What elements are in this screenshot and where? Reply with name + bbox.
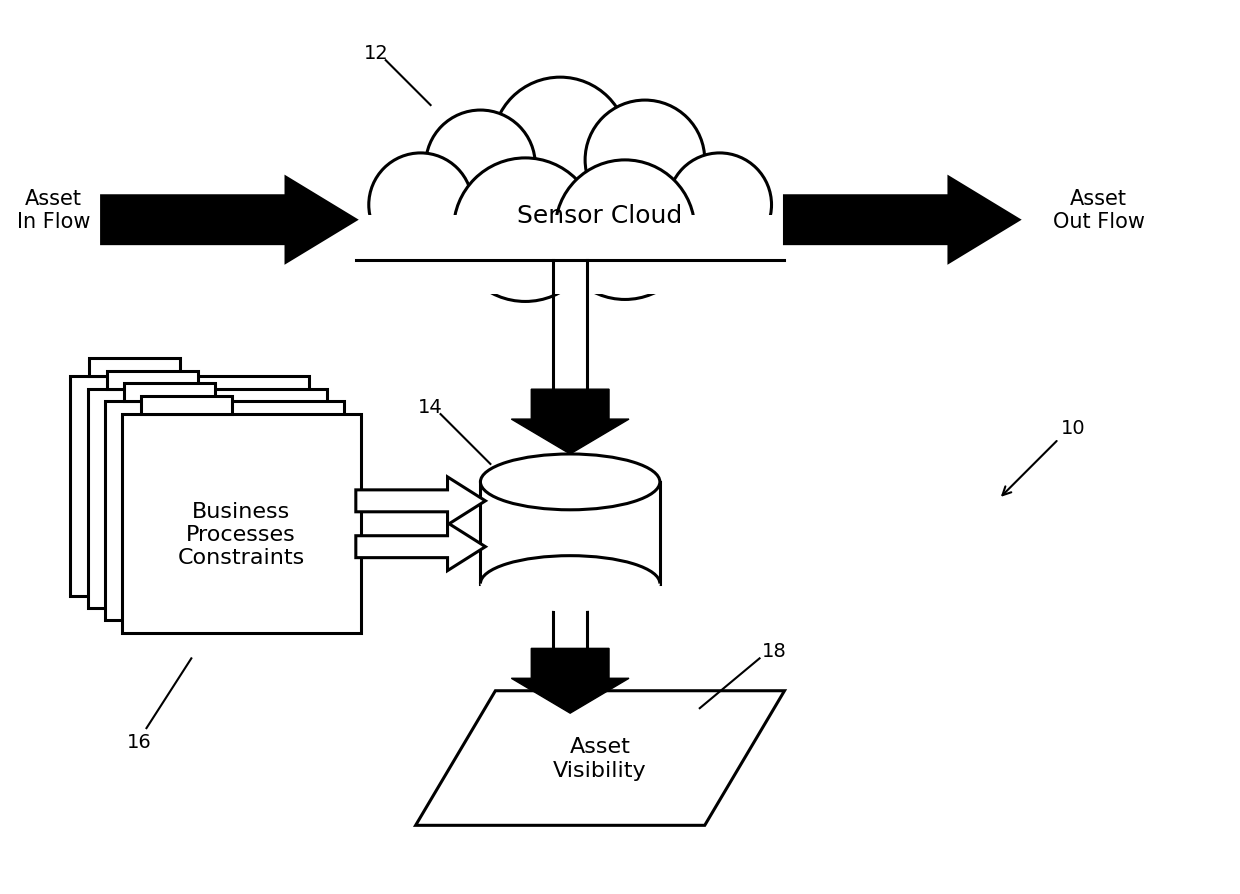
Text: 14: 14 [418, 397, 443, 417]
Bar [69, 376, 309, 596]
Text: 16: 16 [128, 732, 151, 751]
Bar [124, 384, 215, 401]
Bar [480, 483, 660, 584]
Bar [122, 415, 361, 634]
Text: Asset
In Flow: Asset In Flow [17, 189, 91, 232]
Text: 10: 10 [1061, 418, 1086, 437]
Circle shape [585, 101, 704, 221]
Polygon shape [356, 477, 485, 525]
Bar [140, 397, 232, 415]
Text: 18: 18 [763, 641, 787, 660]
Polygon shape [511, 649, 629, 713]
Text: 12: 12 [363, 44, 388, 63]
Circle shape [668, 154, 771, 257]
Ellipse shape [480, 454, 660, 510]
Bar [104, 401, 343, 620]
Text: Asset
Visibility: Asset Visibility [553, 737, 647, 780]
Circle shape [368, 154, 472, 257]
Polygon shape [356, 523, 485, 571]
Bar [89, 358, 180, 376]
Bar [107, 372, 197, 390]
Polygon shape [415, 691, 785, 825]
Text: Asset
Out Flow: Asset Out Flow [1053, 189, 1145, 232]
Text: Business
Processes
Constraints: Business Processes Constraints [177, 501, 305, 568]
Circle shape [492, 78, 627, 214]
Polygon shape [511, 390, 629, 454]
Polygon shape [102, 178, 356, 263]
Bar [88, 390, 327, 609]
Circle shape [425, 111, 536, 221]
Polygon shape [785, 178, 1019, 263]
Circle shape [556, 161, 694, 300]
Circle shape [454, 159, 598, 302]
Ellipse shape [401, 101, 739, 300]
Bar [341, 215, 800, 295]
Ellipse shape [480, 556, 660, 611]
Text: Sensor Cloud: Sensor Cloud [517, 204, 683, 227]
